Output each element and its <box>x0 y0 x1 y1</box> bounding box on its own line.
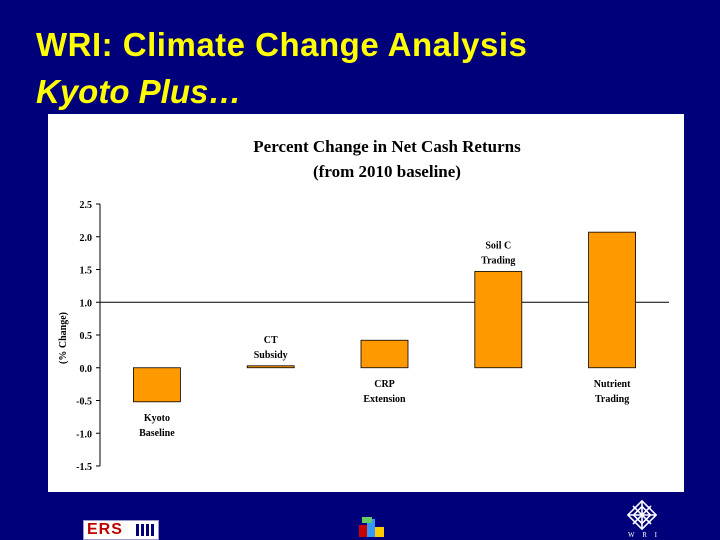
category-label: Trading <box>595 394 629 405</box>
category-label: Kyoto <box>144 413 170 424</box>
y-tick-label: -1.0 <box>76 429 92 440</box>
ers-logo: ERS <box>83 520 159 540</box>
bar-chart: Percent Change in Net Cash Returns (from… <box>58 137 669 473</box>
category-label: Extension <box>363 394 406 405</box>
y-tick-label: 1.5 <box>80 266 93 277</box>
chart-panel: Percent Change in Net Cash Returns (from… <box>48 114 684 492</box>
ers-logo-text: ERS <box>87 521 123 538</box>
category-label: CT <box>264 335 278 346</box>
y-tick-label: 2.5 <box>80 200 93 211</box>
y-tick-label: -1.5 <box>76 462 92 473</box>
y-tick-label: 0.0 <box>80 364 93 375</box>
y-tick-label: -0.5 <box>76 397 92 408</box>
ers-grid-icon <box>136 524 154 536</box>
wri-knot-icon <box>626 499 658 531</box>
category-label: Trading <box>481 255 515 266</box>
chart-title: Percent Change in Net Cash Returns <box>253 137 521 156</box>
bar <box>474 271 523 369</box>
bar <box>133 367 181 403</box>
chart-subtitle: (from 2010 baseline) <box>313 162 461 181</box>
category-label: Subsidy <box>254 350 288 361</box>
slide-title: WRI: Climate Change Analysis <box>36 26 528 63</box>
card-logo-icon <box>359 517 384 537</box>
category-label: Soil C <box>485 240 511 251</box>
bar <box>360 339 409 369</box>
wri-logo-text: W R I <box>628 531 660 539</box>
slide-subtitle: Kyoto Plus… <box>36 73 242 110</box>
category-label: CRP <box>374 379 395 390</box>
y-tick-label: 0.5 <box>80 331 93 342</box>
plot-area: -1.5 -1.0 -0.5 0.0 0.5 1.0 1.5 2.0 2.5 Kyoto Basel… <box>76 200 669 473</box>
bar <box>246 365 295 369</box>
y-axis-label: (% Change) <box>58 312 69 364</box>
category-label: Baseline <box>139 428 175 439</box>
y-tick-label: 2.0 <box>80 233 93 244</box>
y-tick-label: 1.0 <box>80 298 93 309</box>
bar <box>588 231 636 369</box>
category-label: Nutrient <box>594 379 631 390</box>
